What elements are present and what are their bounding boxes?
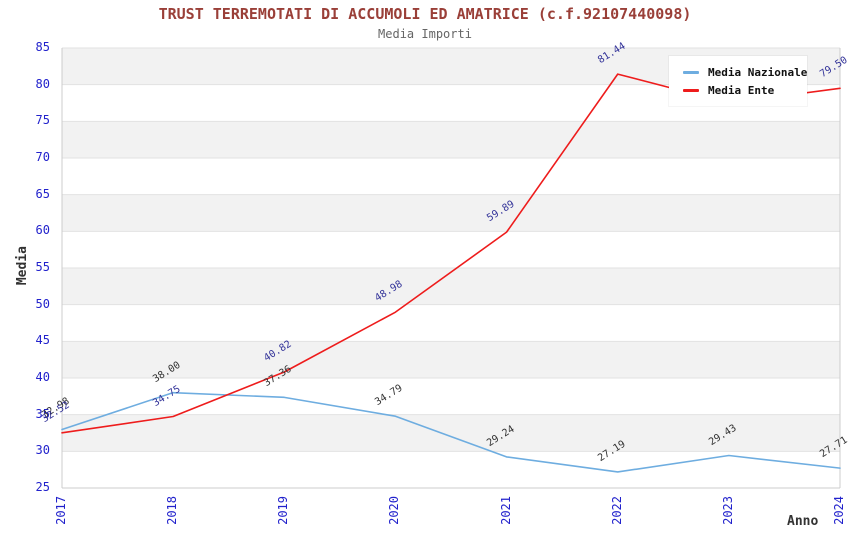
x-tick-label: 2024 [832, 496, 846, 525]
x-tick-label: 2021 [498, 496, 513, 525]
x-tick-label: 2023 [720, 496, 735, 525]
x-tick-label: 2020 [387, 496, 402, 525]
x-axis-title: Anno [787, 514, 819, 529]
legend-line-swatch-blue [683, 70, 699, 74]
y-tick-label: 50 [35, 296, 50, 311]
y-tick-label: 80 [35, 76, 50, 91]
y-tick-label: 85 [35, 40, 50, 54]
y-tick-label: 70 [35, 150, 50, 164]
y-tick-label: 55 [35, 260, 50, 274]
legend-item-media-ente: Media Ente [677, 81, 799, 99]
chart-title: TRUST TERREMOTATI DI ACCUMOLI ED AMATRIC… [158, 5, 692, 23]
x-tick-label: 2017 [54, 496, 68, 525]
legend-item-media-nazionale: Media Nazionale [677, 63, 807, 81]
y-axis-title: Media [15, 246, 30, 286]
x-tick-label: 2018 [165, 496, 180, 525]
legend-label-media-ente: Media Ente [708, 83, 775, 97]
y-tick-label: 25 [35, 480, 50, 494]
y-tick-label: 75 [35, 113, 50, 128]
y-tick-label: 65 [35, 186, 50, 201]
legend: Media Nazionale Media Ente [669, 56, 807, 106]
chart-subtitle: Media Importi [378, 27, 472, 41]
x-tick-label: 2019 [276, 496, 291, 525]
y-tick-label: 30 [35, 443, 50, 458]
y-tick-label: 45 [35, 333, 50, 348]
legend-label-media-nazionale: Media Nazionale [708, 65, 808, 79]
y-tick-label: 60 [35, 223, 50, 238]
legend-line-swatch-red [683, 88, 699, 92]
x-tick-label: 2022 [609, 496, 624, 525]
y-tick-label: 40 [35, 370, 50, 384]
y-tick-label: 35 [35, 406, 50, 421]
